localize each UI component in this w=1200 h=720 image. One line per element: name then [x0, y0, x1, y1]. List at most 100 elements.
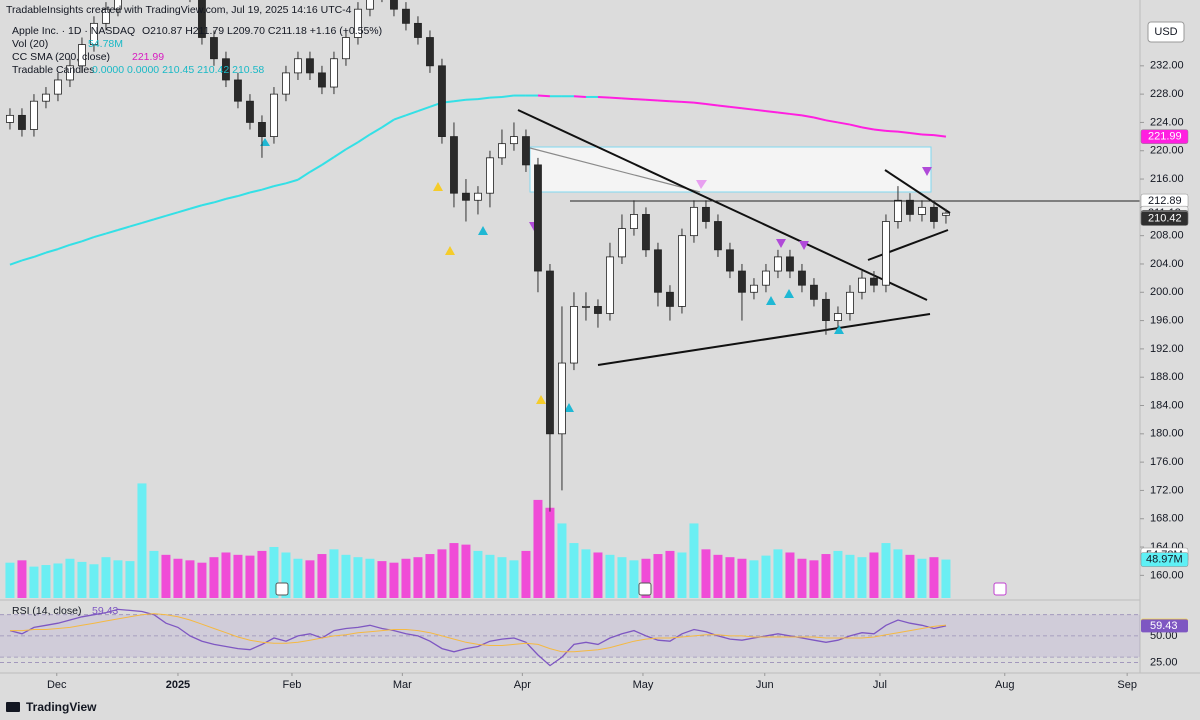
candle-body: [258, 122, 266, 137]
sma-line: [105, 229, 119, 235]
volume-bar: [5, 562, 15, 598]
currency-box[interactable]: [1147, 21, 1185, 43]
footer-logo: TradingView: [6, 700, 97, 714]
candle-body: [726, 249, 734, 272]
volume-pane: [5, 483, 951, 598]
candle-body: [906, 199, 914, 215]
candle-body: [762, 270, 770, 286]
candle-body: [942, 212, 950, 216]
price-pane: [260, 109, 951, 412]
candle-body: [618, 228, 626, 258]
volume-bar: [905, 554, 915, 598]
candle-body: [846, 291, 854, 314]
volume-bar: [569, 543, 579, 598]
candle-body: [342, 37, 350, 60]
y-tick-label: 204.00: [1150, 258, 1184, 270]
y-tick-label: 220.00: [1150, 145, 1184, 157]
signal-marker: [445, 246, 455, 255]
volume-bar: [509, 560, 519, 598]
sma-line: [249, 188, 263, 194]
signal-marker: [799, 241, 809, 250]
sma-line: [681, 100, 695, 104]
volume-bar: [749, 560, 759, 598]
price-label: 221.99: [1148, 131, 1182, 143]
rsi-tick-label: 25.00: [1150, 656, 1178, 668]
legend-sma-value: 221.99: [132, 51, 164, 63]
rsi-label-box: [1141, 619, 1188, 633]
volume-bar: [221, 552, 231, 598]
sma-line: [237, 191, 251, 197]
sma-line: [333, 148, 347, 158]
volume-bar: [653, 554, 663, 598]
volume-bar: [365, 558, 375, 598]
candle-body: [594, 306, 602, 314]
trend-line: [884, 169, 951, 214]
x-tick-label: 2025: [166, 679, 190, 691]
y-tick-label: 188.00: [1150, 371, 1184, 383]
volume-bar: [329, 549, 339, 598]
volume-bar: [845, 554, 855, 598]
rsi-line: [10, 613, 947, 653]
volume-bar: [629, 560, 639, 598]
trend-line: [597, 313, 931, 366]
currency[interactable]: USD: [1154, 26, 1177, 38]
sma-line: [369, 126, 383, 136]
sma-line: [261, 185, 275, 191]
sma-line: [9, 259, 23, 266]
sma-line: [477, 96, 491, 101]
volume-bar: [881, 543, 891, 598]
volume-bar: [17, 560, 27, 598]
candle-body: [114, 0, 122, 10]
sma-line: [393, 114, 407, 121]
trend-line: [867, 229, 949, 261]
candle-body: [582, 306, 590, 308]
legend-volume-value: 54.78M: [88, 38, 123, 50]
candle-body: [330, 58, 338, 88]
candle-body: [6, 114, 14, 123]
volume-bar: [413, 557, 423, 598]
candle-body: [426, 37, 434, 67]
volume-bar: [557, 523, 567, 598]
x-tick-label: Feb: [282, 679, 301, 691]
y-tick-label: 196.00: [1150, 314, 1184, 326]
footer-brand: TradingView: [26, 700, 97, 714]
sma-line: [621, 97, 635, 101]
volume-bar: [341, 554, 351, 598]
candle-body: [678, 235, 686, 307]
volume-bar: [941, 559, 951, 598]
volume-bar: [581, 549, 591, 598]
volume-bar: [461, 544, 471, 598]
sma-line: [861, 126, 875, 131]
volume-bar: [29, 566, 39, 598]
sma-line: [153, 214, 167, 221]
volume-bar: [269, 546, 279, 598]
sma-line: [765, 110, 779, 114]
volume-bar: [125, 561, 135, 598]
volume-bar: [833, 550, 843, 598]
price-label: 210.42: [1148, 212, 1182, 224]
sma-line: [657, 99, 671, 103]
sma-line: [141, 218, 155, 224]
candle-body: [702, 206, 710, 222]
volume-bar: [185, 560, 195, 598]
sma-line: [501, 94, 515, 98]
volume-bar: [785, 552, 795, 598]
candle-body: [474, 192, 482, 201]
candle-body: [882, 221, 890, 286]
sma-line: [705, 103, 719, 107]
volume-bar: [305, 560, 315, 598]
volume-bar: [737, 558, 747, 598]
volume-bar: [869, 552, 879, 598]
signal-marker: [696, 180, 707, 189]
attribution: TradableInsights created with TradingVie…: [6, 4, 352, 16]
candle-body: [918, 206, 926, 215]
sma-line: [117, 225, 131, 231]
x-tick-label: Jun: [756, 679, 774, 691]
volume-bar: [809, 560, 819, 598]
candle-body: [450, 136, 458, 194]
price-label-box: [1140, 129, 1189, 144]
sma-line: [597, 95, 611, 99]
volume-bar: [209, 557, 219, 598]
legend-candles: Tradable Candles: [12, 64, 95, 76]
